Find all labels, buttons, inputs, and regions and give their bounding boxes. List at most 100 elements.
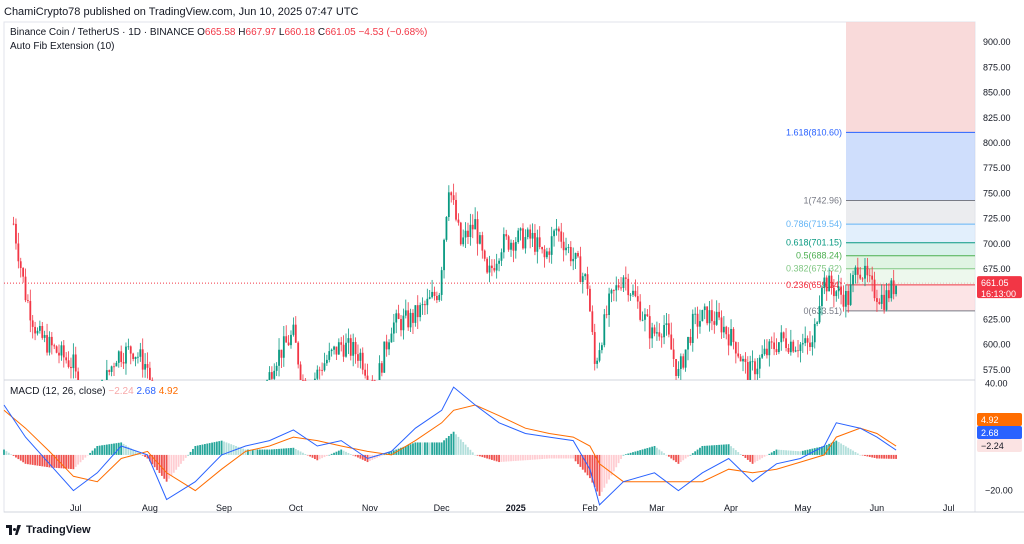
candle-body xyxy=(19,261,22,269)
macd-hist-bar xyxy=(486,454,489,459)
macd-hist-bar xyxy=(562,454,565,459)
candle-body xyxy=(605,314,608,316)
macd-hist-bar xyxy=(443,440,445,455)
candle-body xyxy=(725,326,728,335)
macd-hist-bar xyxy=(522,454,524,461)
macd-hist-bar xyxy=(837,442,840,455)
candle-body xyxy=(746,362,749,380)
candle-body xyxy=(703,306,706,311)
candle-body xyxy=(830,275,833,288)
macd-hist-bar xyxy=(177,454,180,467)
macd-hist-bar xyxy=(624,454,627,455)
macd-hist-bar xyxy=(419,442,422,455)
macd-hist-bar xyxy=(311,454,314,458)
macd-hist-bar xyxy=(500,454,503,462)
macd-hist-bar xyxy=(182,454,185,461)
macd-hist-bar xyxy=(330,453,333,455)
macd-hist-bar xyxy=(615,454,618,468)
macd-hist-bar xyxy=(665,454,668,456)
macd-hist-bar xyxy=(777,449,780,455)
macd-legend[interactable]: MACD (12, 26, close) −2.24 2.68 4.92 xyxy=(10,386,178,397)
candle-body xyxy=(895,285,897,295)
macd-hist-bar xyxy=(780,449,783,455)
candle-body xyxy=(62,345,65,358)
candle-body xyxy=(335,346,338,355)
macd-hist-bar xyxy=(859,454,862,456)
macd-hist-bar xyxy=(7,452,10,455)
candle-body xyxy=(641,319,644,321)
candle-body xyxy=(722,326,725,333)
candle-body xyxy=(512,242,515,251)
macd-hist-bar xyxy=(715,445,718,455)
candle-body xyxy=(734,342,737,354)
candle-body xyxy=(297,342,300,365)
macd-hist-bar xyxy=(31,454,34,465)
fib-indicator-legend[interactable]: Auto Fib Extension (10) xyxy=(10,41,115,52)
macd-hist-bar xyxy=(761,454,764,459)
brand-name: TradingView xyxy=(26,524,91,536)
candle-body xyxy=(359,352,362,361)
candle-body xyxy=(763,348,766,355)
macd-hist-bar xyxy=(433,442,436,455)
time-tick-label: Nov xyxy=(362,503,379,513)
macd-hist-bar xyxy=(545,454,548,459)
macd-hist-bar xyxy=(722,444,725,455)
macd-hist-bar xyxy=(412,443,414,455)
macd-hist-bar xyxy=(584,454,587,473)
price-tick-label: 625.00 xyxy=(983,314,1011,324)
macd-hist-bar xyxy=(450,433,453,455)
macd-hist-bar xyxy=(251,449,254,455)
macd-hist-bar xyxy=(502,454,505,462)
candle-body xyxy=(591,311,594,333)
macd-hist-bar xyxy=(703,445,706,455)
candle-body xyxy=(651,327,654,339)
candle-body xyxy=(636,296,639,302)
macd-hist-bar xyxy=(785,450,787,455)
candle-body xyxy=(579,256,582,282)
open-value: 665.58 xyxy=(204,27,236,38)
candle-body xyxy=(469,224,472,237)
candle-body xyxy=(60,345,63,356)
macd-hist-bar xyxy=(847,447,850,455)
candle-body xyxy=(17,243,20,262)
candle-body xyxy=(775,349,778,353)
macd-hist-bar xyxy=(701,446,704,455)
candle-body xyxy=(486,258,489,273)
candle-body xyxy=(890,280,893,299)
macd-hist-bar xyxy=(48,454,51,468)
symbol-legend[interactable]: Binance Coin / TetherUS · 1D · BINANCE O… xyxy=(10,27,427,38)
candle-body xyxy=(534,232,536,252)
candle-body xyxy=(141,349,144,370)
candle-body xyxy=(67,360,70,367)
price-tick-label: 800.00 xyxy=(983,138,1011,148)
macd-hist-bar xyxy=(335,451,338,455)
time-tick-label: Jun xyxy=(870,503,885,513)
published-caption: ChamiCrypto78 published on TradingView.c… xyxy=(4,6,359,18)
candle-body xyxy=(151,380,154,381)
candle-body xyxy=(471,224,474,230)
candle-body xyxy=(483,250,486,259)
candle-body xyxy=(545,251,548,258)
candle-body xyxy=(878,301,881,304)
candle-body xyxy=(675,359,677,376)
macd-hist-bar xyxy=(457,436,460,455)
macd-hist-bar xyxy=(694,451,697,455)
macd-hist-bar xyxy=(50,454,53,468)
candle-body xyxy=(612,290,615,291)
macd-hist-bar xyxy=(261,449,264,455)
candle-body xyxy=(773,342,776,350)
candle-body xyxy=(502,234,505,253)
macd-hist-bar xyxy=(517,454,520,461)
macd-hist-bar xyxy=(529,454,532,460)
macd-hist-bar xyxy=(770,452,773,455)
candle-body xyxy=(433,291,436,296)
candle-body xyxy=(770,341,773,343)
symbol-name: Binance Coin / TetherUS · 1D · BINANCE xyxy=(10,27,195,38)
macd-hist-bar xyxy=(270,449,273,455)
macd-hist-bar xyxy=(211,442,213,455)
candle-body xyxy=(541,246,544,250)
candle-body xyxy=(780,332,783,343)
macd-hist-bar xyxy=(742,454,744,456)
macd-hist-bar xyxy=(218,441,221,455)
